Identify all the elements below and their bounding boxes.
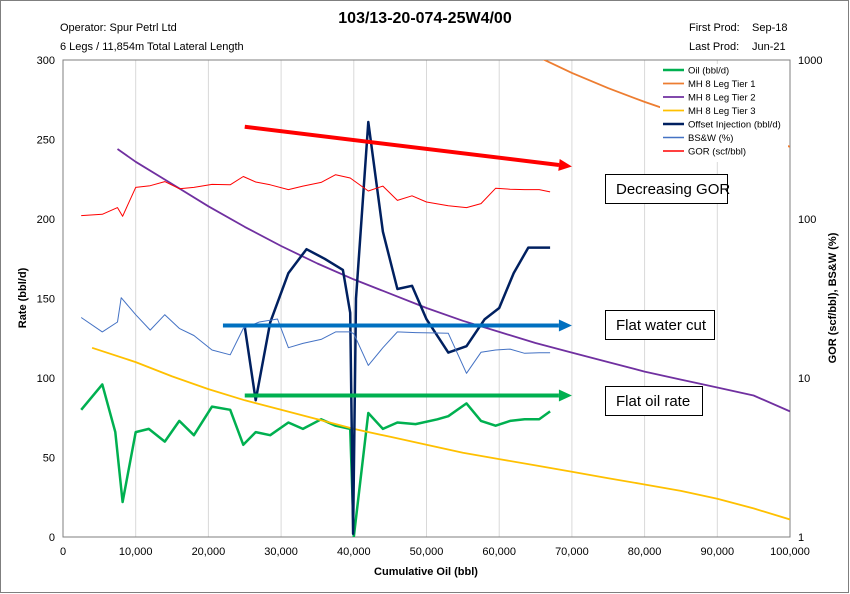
legend-box	[660, 64, 788, 162]
legend: Oil (bbl/d) MH 8 Leg Tier 1 MH 8 Leg Tier …	[663, 66, 781, 158]
legend-entry: MH 8 Leg Tier 2	[688, 93, 756, 104]
first-prod-label: First Prod:	[689, 22, 740, 34]
operator-label: Operator: Spur Petrl Ltd	[60, 22, 177, 34]
flat-water-cut-callout: Flat water cut	[605, 310, 715, 340]
legend-entry: Oil (bbl/d)	[688, 66, 729, 77]
y-tick-labels: 0 50 100 150 200 250 300	[37, 55, 55, 544]
vertical-gridlines	[135, 60, 718, 537]
trend-arrow-head-2	[558, 389, 572, 402]
y2-tick-labels: 1 10 100 1000	[798, 55, 822, 544]
legend-entry: Offset Injection (bbl/d)	[688, 120, 781, 131]
x-tick-label: 70,000	[555, 546, 589, 558]
last-prod-label: Last Prod:	[689, 41, 740, 53]
first-prod-value: Sep-18	[752, 22, 788, 34]
x-tick-label: 20,000	[192, 546, 226, 558]
legend-entry: BS&W (%)	[688, 133, 733, 144]
trend-arrow-shaft-0	[244, 124, 560, 167]
y2-tick-label: 1000	[798, 55, 822, 67]
x-tick-label: 50,000	[410, 546, 444, 558]
y-tick-label: 100	[37, 373, 55, 385]
trend-arrow-head-0	[558, 159, 572, 171]
legend-entry: GOR (scf/bbl)	[688, 147, 746, 158]
series-line-2	[116, 148, 790, 413]
x-tick-label: 90,000	[700, 546, 734, 558]
x-tick-label: 80,000	[628, 546, 662, 558]
y2-tick-label: 100	[798, 214, 816, 226]
trend-arrows	[222, 124, 572, 402]
last-prod-value: Jun-21	[752, 41, 786, 53]
x-tick-label: 0	[60, 546, 66, 558]
trend-arrow-head-1	[558, 319, 572, 332]
y-tick-label: 150	[37, 294, 55, 306]
x-tick-label: 30,000	[264, 546, 298, 558]
series-line-4	[243, 120, 551, 536]
x-tick-labels: 0 10,000 20,000 30,000 40,000 50,000 60,000 70,…	[60, 546, 810, 558]
series-line-5	[80, 297, 551, 374]
decreasing-gor-callout: Decreasing GOR	[605, 174, 730, 204]
series-line-0	[80, 383, 551, 537]
y2-axis-label: GOR (scf/bbl), BS&W (%)	[827, 232, 839, 363]
y-tick-label: 0	[49, 532, 55, 544]
y-tick-label: 300	[37, 55, 55, 67]
x-tick-label: 60,000	[482, 546, 516, 558]
legend-entry: MH 8 Leg Tier 3	[688, 106, 756, 117]
y-tick-label: 200	[37, 214, 55, 226]
plot-area	[62, 59, 791, 538]
legend-entry: MH 8 Leg Tier 1	[688, 79, 756, 90]
series-line-3	[91, 346, 790, 521]
y2-tick-label: 10	[798, 373, 810, 385]
y2-tick-label: 1	[798, 532, 804, 544]
x-axis-label: Cumulative Oil (bbl)	[374, 566, 478, 578]
x-tick-label: 10,000	[119, 546, 153, 558]
y-tick-label: 250	[37, 135, 55, 147]
series-line-6	[81, 174, 551, 217]
y-axis-label: Rate (bbl/d)	[17, 267, 29, 328]
series-lines	[80, 60, 790, 537]
chart-title: 103/13-20-074-25W4/00	[338, 10, 512, 27]
x-tick-label: 40,000	[337, 546, 371, 558]
flat-oil-rate-callout: Flat oil rate	[605, 386, 703, 416]
x-tick-label: 100,000	[770, 546, 810, 558]
legs-label: 6 Legs / 11,854m Total Lateral Length	[60, 41, 244, 53]
y-tick-label: 50	[43, 453, 55, 465]
